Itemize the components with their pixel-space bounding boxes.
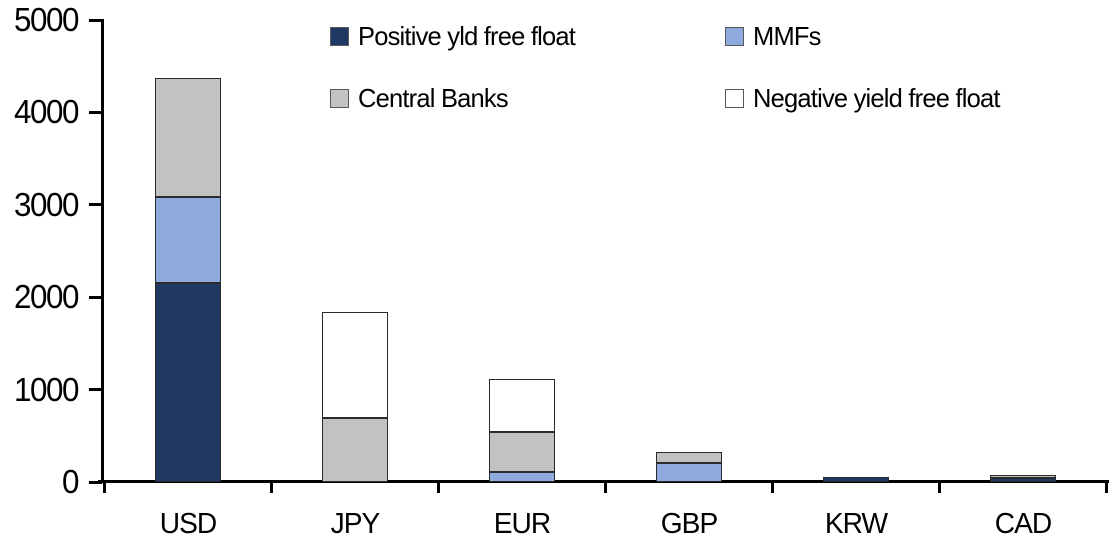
y-axis-line [101, 19, 104, 483]
bar-GBP-mmfs [655, 462, 722, 482]
y-tick-0 [89, 480, 102, 484]
x-axis-label-GBP: GBP [660, 508, 717, 540]
bar-USD-central-banks [154, 78, 221, 198]
legend-swatch-negative-yield-free-float [725, 88, 744, 108]
x-tick-4 [770, 481, 774, 493]
legend-label-positive-yld-free-float: Positive yld free float [358, 20, 576, 51]
y-tick-5000 [89, 18, 102, 22]
legend-swatch-mmfs [725, 26, 744, 46]
legend-label-central-banks: Central Banks [358, 82, 509, 113]
y-axis-label-1000: 1000 [13, 370, 79, 408]
x-tick-5 [937, 481, 941, 493]
x-tick-0 [102, 481, 106, 493]
bar-USD-mmfs [154, 197, 221, 284]
bar-EUR-mmfs [488, 471, 555, 482]
legend-label-mmfs: MMFs [753, 20, 821, 51]
x-axis-label-EUR: EUR [493, 508, 550, 540]
bar-KRW-positive-yld-free-float [822, 477, 889, 482]
y-tick-2000 [89, 295, 102, 299]
y-axis-label-4000: 4000 [13, 93, 79, 131]
bar-CAD-central-banks [989, 474, 1056, 479]
bar-CAD-positive-yld-free-float [989, 478, 1056, 482]
x-tick-3 [603, 481, 607, 493]
legend-item-positive-yld-free-float: Positive yld free float [330, 20, 580, 51]
x-axis-label-USD: USD [159, 508, 216, 540]
y-axis-label-2000: 2000 [13, 278, 79, 316]
legend-item-mmfs: MMFs [725, 20, 822, 51]
x-tick-2 [436, 481, 440, 493]
legend-label-negative-yield-free-float: Negative yield free float [753, 82, 1000, 113]
x-tick-1 [269, 481, 273, 493]
bar-USD-positive-yld-free-float [154, 283, 221, 482]
y-axis-label-5000: 5000 [13, 1, 79, 38]
bar-JPY-negative-yield-free-float [321, 311, 388, 419]
x-axis-label-JPY: JPY [330, 508, 380, 540]
legend-item-central-banks: Central Banks [330, 82, 511, 113]
legend-item-negative-yield-free-float: Negative yield free float [725, 82, 1005, 113]
bar-EUR-negative-yield-free-float [488, 379, 555, 433]
x-tick-6 [1104, 481, 1108, 493]
legend-swatch-central-banks [330, 88, 349, 108]
bar-GBP-central-banks [655, 451, 722, 463]
y-tick-3000 [89, 203, 102, 207]
y-axis-label-3000: 3000 [13, 185, 79, 223]
y-tick-1000 [89, 388, 102, 392]
bar-JPY-central-banks [321, 418, 388, 482]
y-tick-4000 [89, 110, 102, 114]
y-axis-label-0: 0 [61, 463, 79, 500]
legend-swatch-positive-yld-free-float [330, 26, 349, 46]
x-axis-label-CAD: CAD [994, 508, 1051, 540]
x-axis-label-KRW: KRW [824, 508, 887, 540]
bar-EUR-central-banks [488, 432, 555, 472]
